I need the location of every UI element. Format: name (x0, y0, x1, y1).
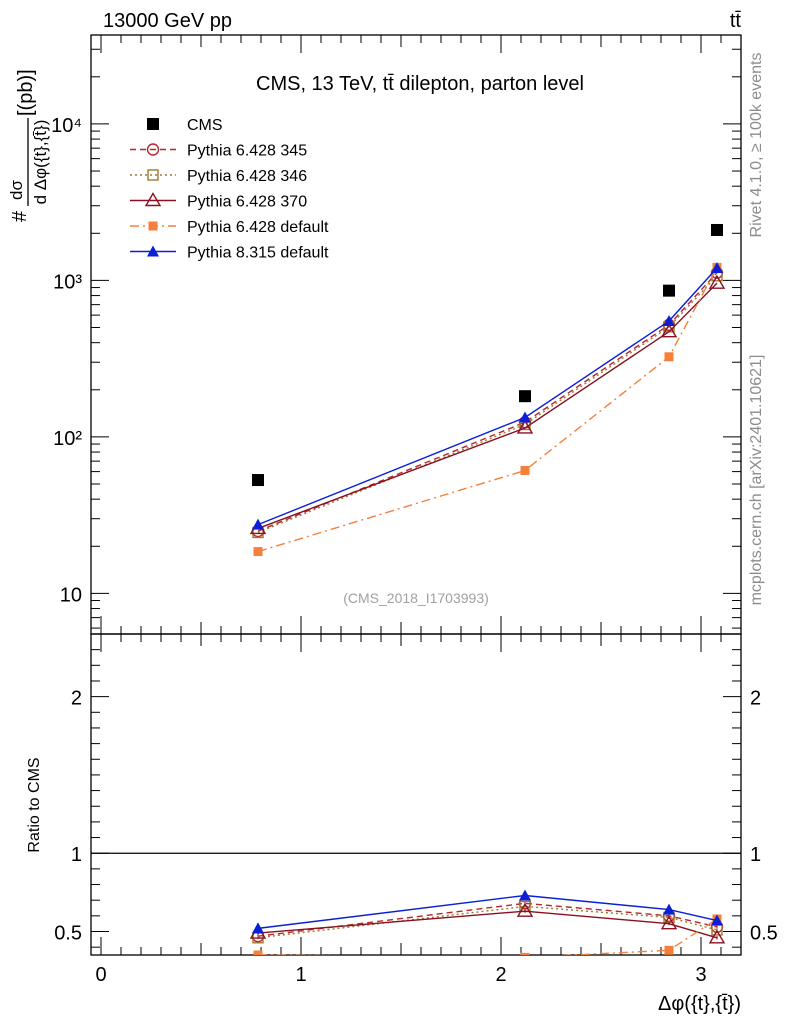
legend-label: Pythia 6.428 default (187, 219, 329, 236)
ratio-xtick-label: 3 (695, 964, 706, 986)
ratio-line (258, 918, 718, 955)
legend-label: Pythia 6.428 345 (187, 143, 307, 160)
ratio-ytick-label-left: 2 (71, 688, 82, 710)
ratio-panel: 0.5 0.5 1 1 2 2 0 1 2 3 Ratio to CMS Δφ({t},{t̄}) (26, 633, 778, 1015)
ratio-line (257, 902, 718, 937)
ratio-series-pythia-6-428-370 (249, 902, 726, 944)
legend-label: Pythia 6.428 346 (187, 168, 307, 185)
data-point (664, 352, 674, 362)
legend-label: CMS (187, 117, 223, 134)
chart-title: CMS, 13 TeV, tt̄ dilepton, parton level (256, 73, 584, 95)
legend-marker (148, 221, 158, 231)
series-pythia-8-315-default (252, 262, 723, 530)
data-point (663, 284, 675, 297)
main-ylabel: # dσ d Δφ({t},{t̄}) [(pb)] (7, 69, 50, 222)
ratio-point (516, 902, 534, 917)
ylabel-numerator: dσ (7, 180, 26, 200)
ratio-point (708, 929, 726, 944)
mcplots-label: mcplots.cern.ch [arXiv:2401.10621] (748, 355, 765, 606)
main-series (249, 223, 726, 557)
ratio-ylabel: Ratio to CMS (26, 757, 43, 852)
legend-label: Pythia 8.315 default (187, 245, 329, 262)
main-ytick-label: 10² (53, 428, 82, 450)
ratio-point (253, 950, 263, 955)
ratio-ytick-label-left: 0.5 (54, 923, 82, 945)
data-point (516, 419, 534, 434)
header-right: tt̄ (730, 10, 742, 32)
ratio-point (519, 889, 531, 901)
ylabel-prefix: # (9, 210, 31, 222)
ratio-frame (90, 633, 742, 956)
series-pythia-6-428-370 (249, 274, 726, 535)
series-line (257, 272, 718, 532)
series-line (257, 275, 718, 534)
ratio-point (664, 945, 674, 955)
rivet-label: Rivet 4.1.0, ≥ 100k events (748, 53, 765, 238)
ratio-point (252, 922, 264, 934)
legend-marker (146, 143, 160, 156)
data-point (708, 274, 726, 289)
data-point (519, 411, 531, 423)
series-line (257, 267, 718, 553)
legend-marker (147, 169, 159, 181)
data-point (519, 390, 531, 403)
series-line (257, 282, 718, 530)
series-pythia-6-428-346 (252, 270, 723, 539)
ratio-line (257, 905, 718, 939)
ratio-line (257, 910, 718, 939)
ratio-series-pythia-8-315-default (252, 889, 723, 934)
data-point (711, 223, 723, 236)
series-line (257, 267, 718, 526)
watermark: (CMS_2018_I1703993) (343, 590, 489, 606)
legend-marker (147, 245, 159, 257)
ratio-ytick-label-right: 0.5 (750, 923, 778, 945)
ratio-point (663, 903, 675, 915)
ratio-point (520, 952, 530, 955)
data-point (711, 262, 723, 274)
legend-marker (144, 192, 162, 207)
ratio-ytick-label-right: 1 (750, 844, 761, 866)
header-left: 13000 GeV pp (103, 10, 232, 32)
ratio-ytick-label-right: 2 (750, 688, 761, 710)
data-point (253, 547, 263, 557)
main-panel: 10 10² 10³ 10⁴ CMS, 13 TeV, tt̄ dilepton, p… (7, 34, 742, 635)
series-pythia-6-428-default (253, 262, 722, 557)
ratio-series (249, 889, 726, 955)
ratio-line (257, 894, 718, 930)
ylabel-unit: [(pb)] (15, 69, 37, 116)
ratio-point (660, 915, 678, 930)
main-ytick-label: 10³ (53, 271, 82, 293)
series-cms (252, 223, 723, 487)
data-point (660, 323, 678, 338)
data-point (252, 474, 264, 487)
series-pythia-6-428-345 (251, 266, 724, 538)
ratio-ticks: 0.5 0.5 1 1 2 2 0 1 2 3 (54, 634, 778, 986)
ratio-point (711, 914, 723, 926)
ratio-ytick-label-left: 1 (71, 844, 82, 866)
data-point (520, 465, 530, 475)
x-axis-label: Δφ({t},{t̄}) (658, 993, 741, 1015)
ratio-xtick-label: 2 (495, 964, 506, 986)
ratio-xtick-label: 0 (95, 964, 106, 986)
legend-label: Pythia 6.428 370 (187, 194, 307, 211)
legend: CMS Pythia 6.428 345 Pythia 6.428 346 Pythi… (130, 117, 329, 262)
ratio-xtick-label: 1 (295, 964, 306, 986)
legend-marker (147, 118, 159, 130)
data-point (252, 518, 264, 530)
main-ticks: 10 10² 10³ 10⁴ (51, 35, 741, 634)
data-point (663, 315, 675, 327)
ylabel-denominator: d Δφ({t},{t̄}) (31, 120, 50, 205)
main-ytick-label: 10⁴ (51, 115, 82, 137)
main-ytick-label: 10 (60, 584, 82, 606)
